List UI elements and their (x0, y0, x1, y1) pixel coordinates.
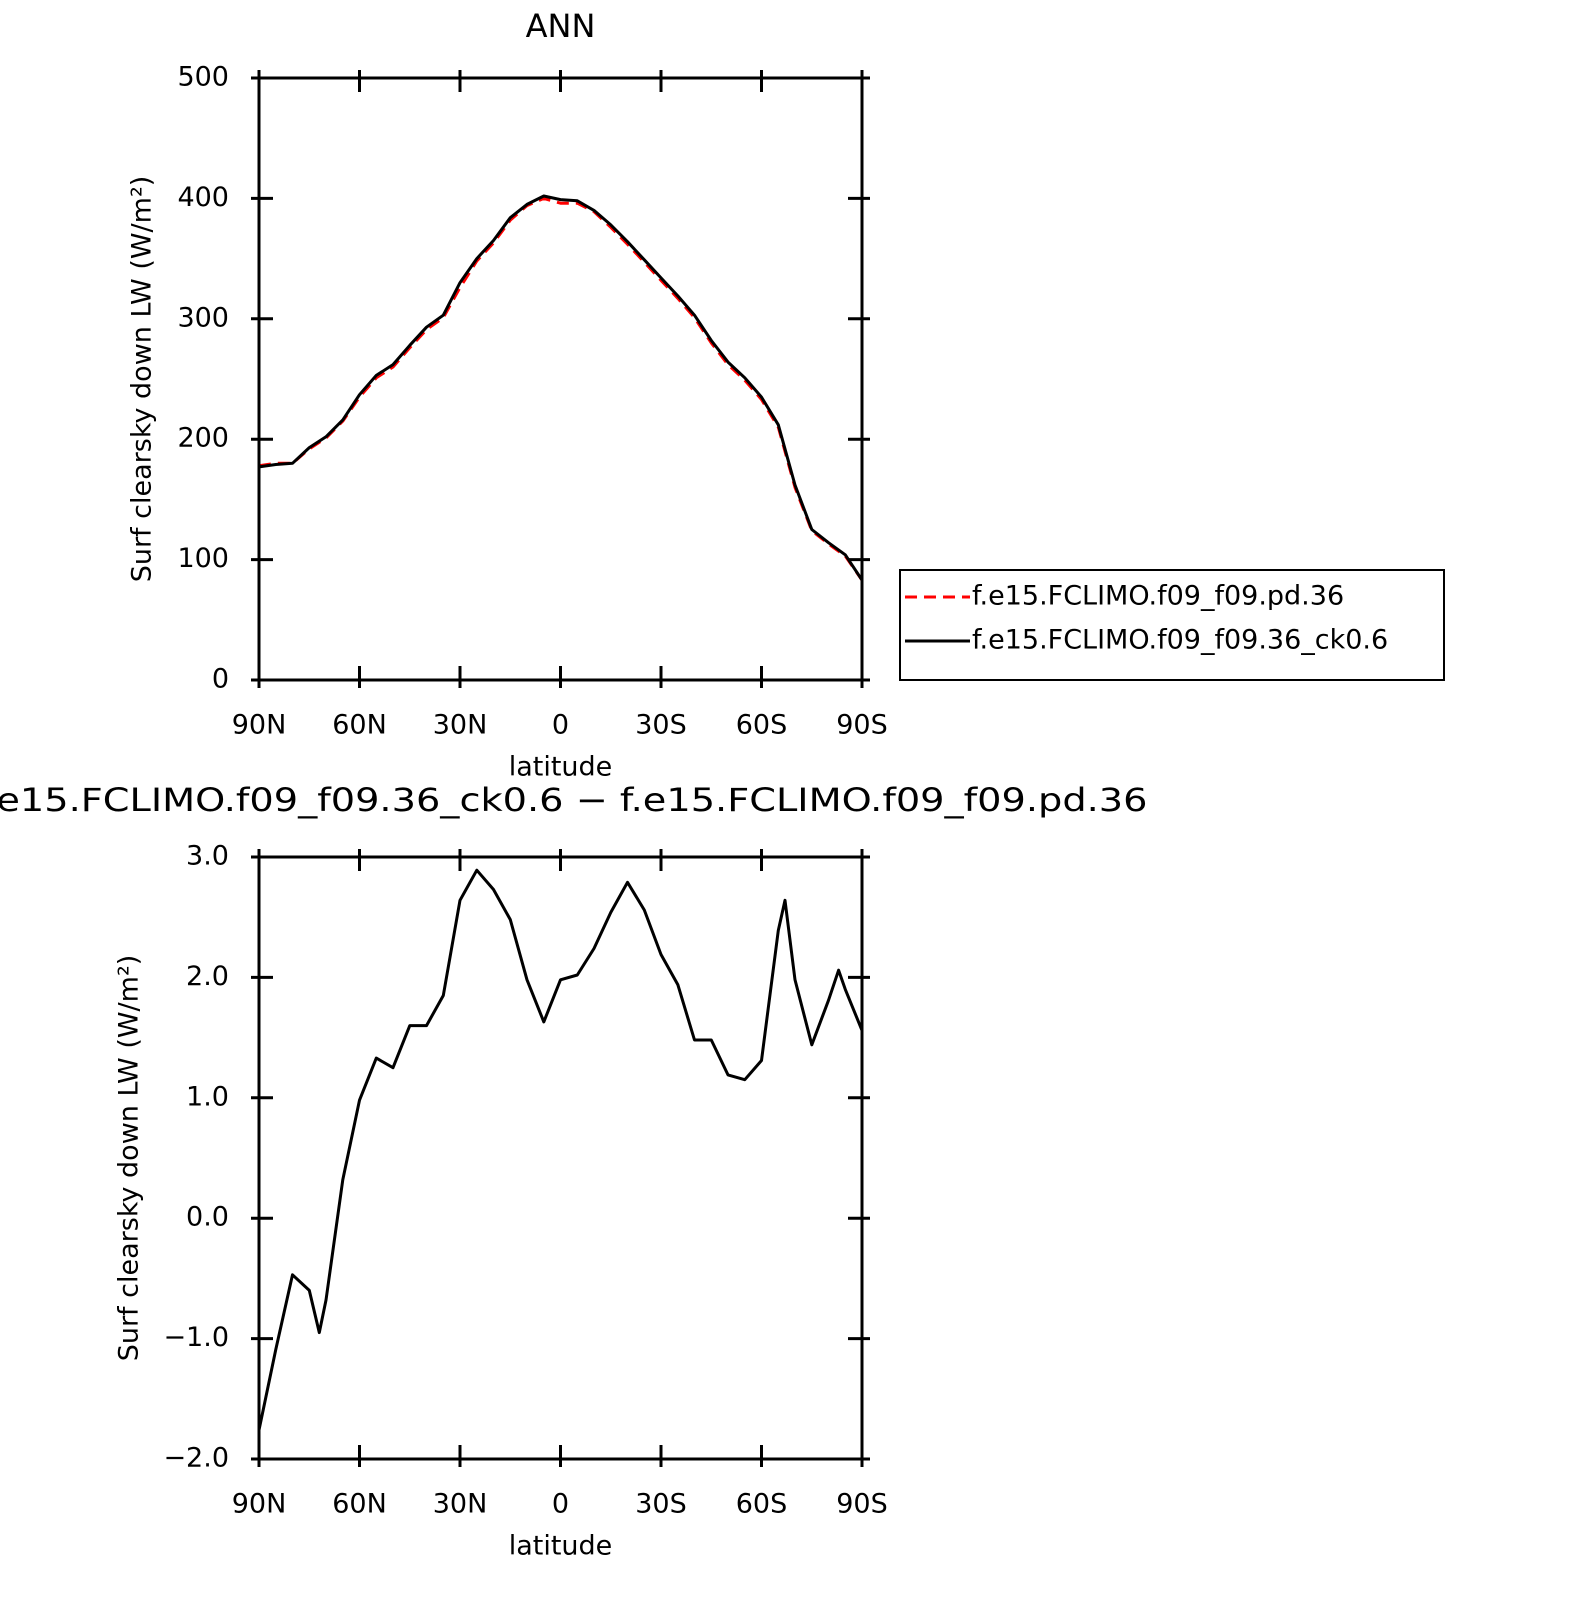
x-tick-label: 0 (552, 1489, 569, 1520)
data-line (258, 196, 864, 581)
x-axis-label: latitude (509, 752, 613, 783)
x-tick-label: 60N (332, 710, 387, 741)
x-tick-label: 30S (635, 1489, 687, 1520)
x-tick-label: 30S (635, 710, 687, 741)
x-tick-label: 60N (332, 1489, 387, 1520)
y-tick-label: 300 (177, 302, 229, 333)
y-tick-label: 3.0 (186, 841, 229, 872)
y-axis-label: Surf clearsky down LW (W/m²) (114, 955, 145, 1362)
x-tick-label: 90S (836, 710, 888, 741)
x-tick-label: 60S (736, 1489, 788, 1520)
y-tick-label: 200 (177, 423, 229, 454)
chart-title: ANN (526, 7, 596, 45)
x-tick-label: 30N (433, 1489, 488, 1520)
y-tick-label: 400 (177, 182, 229, 213)
y-tick-label: 100 (177, 543, 229, 574)
x-tick-label: 90N (232, 1489, 287, 1520)
chart-title: f.e15.FCLIMO.f09_f09.36_ck0.6 − f.e15.FC… (0, 781, 1148, 819)
plot-frame (257, 855, 864, 1461)
legend-box (899, 569, 1445, 681)
legend-label: f.e15.FCLIMO.f09_f09.36_ck0.6 (972, 625, 1388, 656)
x-tick-label: 60S (736, 710, 788, 741)
y-axis-label: Surf clearsky down LW (W/m²) (127, 176, 158, 583)
data-line (258, 194, 864, 581)
y-tick-label: 0 (212, 664, 229, 695)
y-tick-label: 1.0 (186, 1081, 229, 1112)
x-tick-label: 90S (836, 1489, 888, 1520)
x-tick-label: 30N (433, 710, 488, 741)
x-tick-label: 0 (552, 710, 569, 741)
data-line (257, 868, 864, 1431)
x-tick-label: 90N (232, 710, 287, 741)
legend-label: f.e15.FCLIMO.f09_f09.pd.36 (972, 581, 1344, 612)
y-tick-label: −2.0 (163, 1443, 229, 1474)
x-axis-label: latitude (509, 1531, 613, 1562)
y-tick-label: 0.0 (186, 1202, 229, 1233)
y-tick-label: 2.0 (186, 961, 229, 992)
y-tick-label: −1.0 (163, 1322, 229, 1353)
y-tick-label: 500 (177, 62, 229, 93)
plot-frame (257, 76, 864, 682)
